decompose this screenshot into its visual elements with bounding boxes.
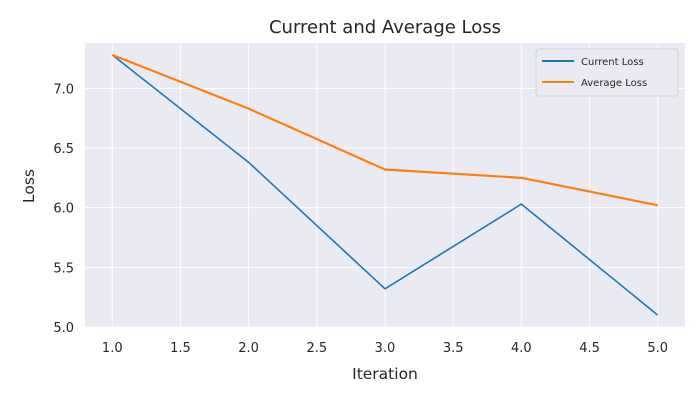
- y-tick-label: 6.5: [53, 142, 74, 157]
- legend: Current Loss Average Loss: [535, 48, 679, 97]
- series-line-current-loss: [111, 54, 659, 316]
- x-tick-labels: 1.0 1.5 2.0 2.5 3.0 3.5 4.0 4.5 5.0: [102, 341, 668, 356]
- y-tick-label: 7.0: [53, 82, 74, 97]
- series-line-average-loss: [111, 53, 658, 207]
- y-tick-label: 5.0: [53, 321, 74, 336]
- x-tick-label: 4.5: [579, 341, 600, 356]
- x-tick-label: 2.0: [238, 341, 259, 356]
- y-tick-labels: 5.0 5.5 6.0 6.5 7.0: [53, 82, 74, 336]
- y-tick-label: 5.5: [53, 261, 74, 276]
- series-lines: [111, 53, 659, 316]
- chart-title: Current and Average Loss: [269, 17, 501, 38]
- x-tick-label: 4.0: [511, 341, 532, 356]
- legend-label-average-loss: Average Loss: [581, 78, 647, 89]
- x-tick-label: 1.0: [102, 341, 123, 356]
- x-tick-label: 1.5: [170, 341, 191, 356]
- x-tick-label: 2.5: [306, 341, 327, 356]
- x-tick-label: 3.0: [375, 341, 396, 356]
- legend-label-current-loss: Current Loss: [581, 57, 644, 68]
- x-tick-label: 3.5: [443, 341, 464, 356]
- y-axis-label: Loss: [20, 169, 38, 203]
- y-tick-label: 6.0: [53, 202, 74, 217]
- x-axis-label: Iteration: [352, 365, 418, 383]
- x-tick-label: 5.0: [647, 341, 668, 356]
